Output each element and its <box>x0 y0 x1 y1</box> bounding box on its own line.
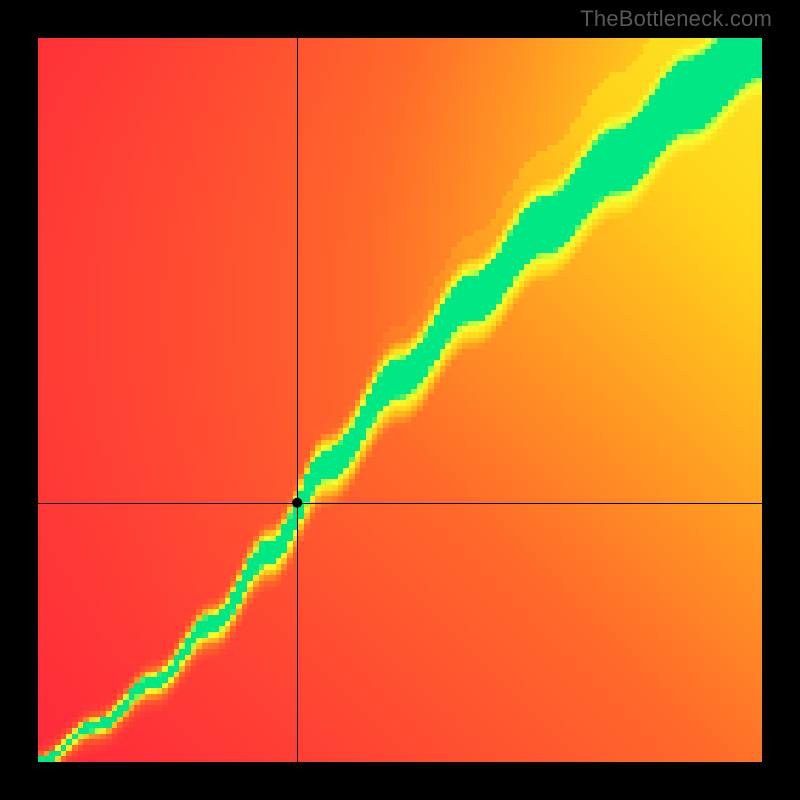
bottleneck-heatmap-canvas <box>0 0 800 800</box>
watermark-label: TheBottleneck.com <box>580 6 772 32</box>
